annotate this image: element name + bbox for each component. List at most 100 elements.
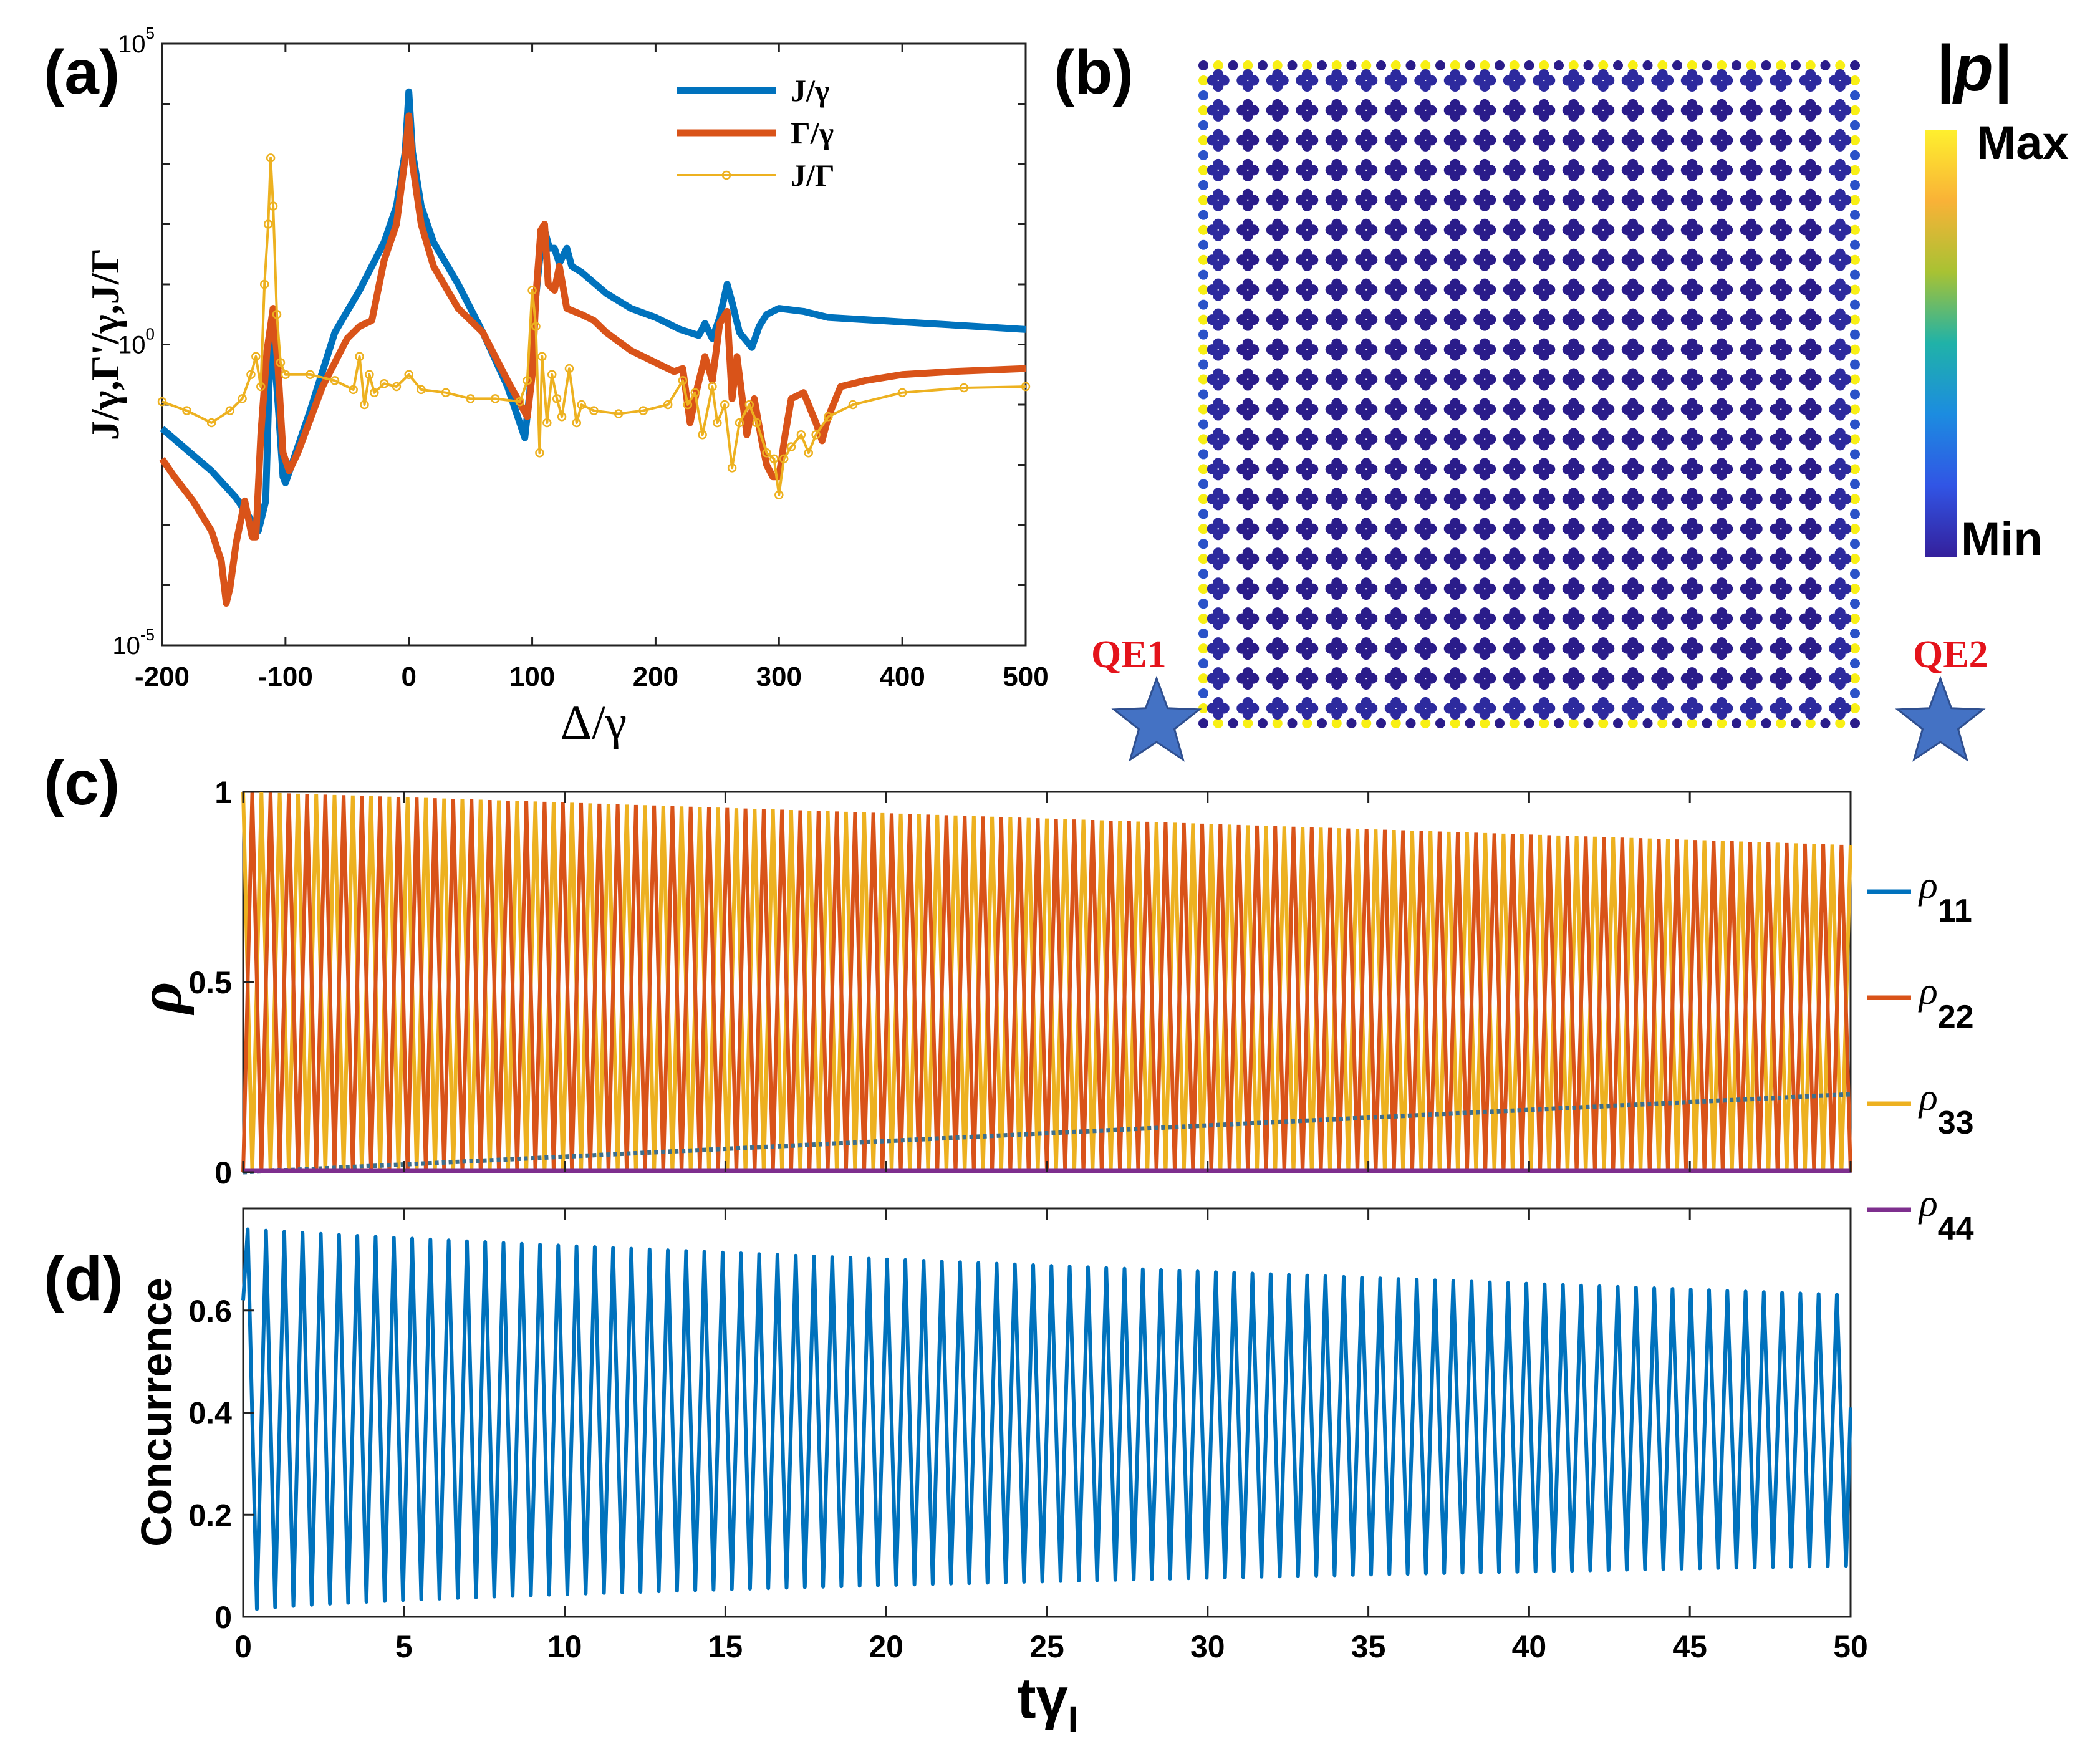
panel-b-edge-dot xyxy=(1272,60,1283,70)
panel-b-interior-dot xyxy=(1829,643,1840,654)
panel-c-legend-rho: ρ xyxy=(1918,970,1938,1013)
panel-b-interior-dot xyxy=(1355,374,1366,385)
panel-b-interior-dot xyxy=(1236,75,1248,86)
panel-b-interior-dot xyxy=(1396,703,1407,714)
panel-b-interior-dot xyxy=(1740,643,1751,654)
panel-b-interior-dot xyxy=(1384,643,1395,654)
panel-b-interior-dot xyxy=(1574,195,1585,206)
panel-a-series-marker xyxy=(466,394,475,403)
panel-b-interior-dot xyxy=(1533,374,1544,385)
panel-d-xtick-label: 5 xyxy=(395,1629,413,1664)
panel-b-interior-dot xyxy=(1829,135,1840,146)
panel-a-xtick-label: 500 xyxy=(1003,662,1048,692)
panel-d-xtick-labels: 0 5 10 15 20 25 30 35 40 45 50 xyxy=(234,1629,1868,1664)
panel-b-interior-dot xyxy=(1515,583,1526,594)
panel-b-interior-dot xyxy=(1337,673,1348,684)
panel-b-interior-dot xyxy=(1485,523,1496,534)
panel-b-interior-dot xyxy=(1533,195,1544,206)
panel-b-interior-dot xyxy=(1443,284,1455,296)
panel-b-interior-dot xyxy=(1811,374,1822,385)
panel-b-interior-dot xyxy=(1443,643,1455,654)
panel-b-interior-dot xyxy=(1692,344,1703,355)
panel-b-interior-dot xyxy=(1414,374,1425,385)
panel-b-interior-dot xyxy=(1574,493,1585,504)
panel-b-interior-dot xyxy=(1770,165,1781,176)
panel-b-interior-dot xyxy=(1663,165,1674,176)
panel-b-interior-dot xyxy=(1308,374,1319,385)
panel-b-interior-dot xyxy=(1722,583,1733,594)
panel-b-edge-dot xyxy=(1198,359,1208,370)
panel-b-interior-dot xyxy=(1248,583,1260,594)
panel-b-interior-dot xyxy=(1829,493,1840,504)
panel-b-interior-dot xyxy=(1367,284,1378,296)
panel-b-interior-dot xyxy=(1503,224,1514,236)
panel-b-interior-dot xyxy=(1296,583,1307,594)
panel-b-interior-dot xyxy=(1680,224,1692,236)
panel-b-interior-dot xyxy=(1308,523,1319,534)
panel-b-interior-dot xyxy=(1473,374,1485,385)
panel-b-interior-dot xyxy=(1710,613,1722,624)
panel-b-interior-dot xyxy=(1592,643,1603,654)
panel-b-interior-dot xyxy=(1811,643,1822,654)
panel-b-edge-dot xyxy=(1820,60,1831,70)
panel-b-interior-dot xyxy=(1799,463,1810,474)
panel-c-legend-sub: 22 xyxy=(1938,999,1974,1035)
panel-b-edge-dot xyxy=(1850,688,1860,699)
panel-b-interior-dot xyxy=(1426,553,1437,564)
panel-b-interior-dot xyxy=(1811,613,1822,624)
panel-b-interior-dot xyxy=(1604,613,1615,624)
panel-b-interior-dot xyxy=(1485,314,1496,325)
panel-b-edge-dot xyxy=(1198,569,1208,579)
panel-a-series-marker xyxy=(690,388,700,397)
panel-b-edge-dot xyxy=(1850,464,1860,474)
panel-b-interior-dot xyxy=(1207,703,1218,714)
panel-b-interior-dot xyxy=(1325,703,1336,714)
panel-b-interior-dot xyxy=(1426,523,1437,534)
panel-b-interior-dot xyxy=(1426,583,1437,594)
panel-b-interior-dot xyxy=(1692,284,1703,296)
panel-b-interior-dot xyxy=(1248,165,1260,176)
panel-b-interior-dot xyxy=(1592,493,1603,504)
panel-b-interior-dot xyxy=(1604,105,1615,116)
panel-b-interior-dot xyxy=(1592,553,1603,564)
panel-b-interior-dot xyxy=(1633,463,1644,474)
panel-b-interior-dot xyxy=(1236,135,1248,146)
panel-b-interior-dot xyxy=(1811,344,1822,355)
panel-b-interior-dot xyxy=(1544,165,1556,176)
panel-b-interior-dot xyxy=(1781,75,1793,86)
panel-a-ytick-exp: 5 xyxy=(146,24,155,42)
panel-d-ytick-label: 0.6 xyxy=(188,1294,232,1329)
panel-b-interior-dot xyxy=(1829,75,1840,86)
panel-b-edge-dot xyxy=(1850,374,1860,385)
panel-b-interior-dot xyxy=(1841,135,1852,146)
panel-b-interior-dot xyxy=(1811,523,1822,534)
panel-b-interior-dot xyxy=(1574,463,1585,474)
panel-b-interior-dot xyxy=(1355,254,1366,266)
panel-b-interior-dot xyxy=(1651,105,1662,116)
panel-b-interior-dot xyxy=(1770,344,1781,355)
panel-b-colorbar-min: Min xyxy=(1961,513,2043,566)
panel-b-interior-dot xyxy=(1710,314,1722,325)
panel-b-edge-dot xyxy=(1272,718,1283,728)
panel-b-interior-dot xyxy=(1337,254,1348,266)
panel-b-interior-dot xyxy=(1574,75,1585,86)
panel-b-interior-dot xyxy=(1604,254,1615,266)
panel-b-interior-dot xyxy=(1515,673,1526,684)
panel-b-interior-dot xyxy=(1355,135,1366,146)
panel-b-interior-dot xyxy=(1680,673,1692,684)
panel-b-interior-dot xyxy=(1414,703,1425,714)
panel-b-interior-dot xyxy=(1384,224,1395,236)
panel-b-interior-dot xyxy=(1296,433,1307,445)
panel-a-series-marker xyxy=(259,279,269,289)
panel-b-interior-dot xyxy=(1621,643,1632,654)
panel-b-interior-dot xyxy=(1414,284,1425,296)
panel-a-series-marker xyxy=(349,385,358,395)
panel-b-interior-dot xyxy=(1396,224,1407,236)
panel-b-interior-dot xyxy=(1266,523,1277,534)
panel-b-interior-dot xyxy=(1633,553,1644,564)
panel-b-interior-dot xyxy=(1680,195,1692,206)
panel-b-interior-dot xyxy=(1325,344,1336,355)
panel-b-interior-dot xyxy=(1455,374,1467,385)
panel-b-edge-dot xyxy=(1850,359,1860,370)
panel-b-interior-dot xyxy=(1841,613,1852,624)
